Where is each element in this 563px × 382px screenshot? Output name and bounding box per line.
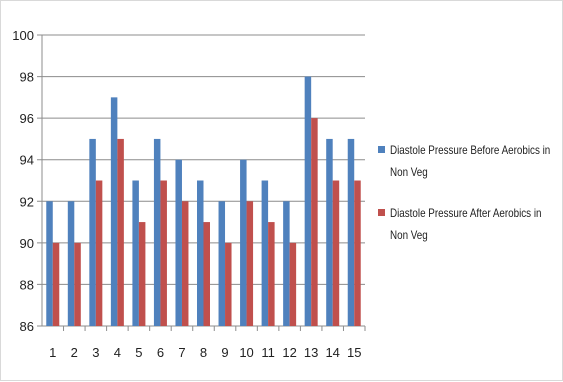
bar-before-4	[110, 97, 118, 326]
legend: Diastole Pressure Before Aerobics in Non…	[376, 139, 561, 265]
bar-after-15	[354, 180, 361, 326]
bar-after-6	[160, 180, 167, 326]
x-tick-label-2: 2	[71, 345, 78, 360]
x-tick-label-5: 5	[135, 345, 142, 360]
legend-swatch-before	[378, 146, 385, 153]
legend-label-after: Diastole Pressure After Aerobics in Non …	[390, 206, 542, 242]
x-tick-label-4: 4	[114, 345, 121, 360]
legend-item-after: Diastole Pressure After Aerobics in Non …	[376, 202, 561, 246]
x-tick-label-7: 7	[178, 345, 185, 360]
bars	[46, 76, 361, 327]
legend-label-before: Diastole Pressure Before Aerobics in Non…	[390, 143, 551, 179]
bar-after-3	[95, 180, 103, 326]
bar-before-9	[218, 201, 226, 326]
x-tick-label-15: 15	[347, 345, 361, 360]
bar-after-13	[311, 118, 318, 327]
x-tick-label-14: 14	[325, 345, 339, 360]
bar-after-9	[225, 242, 232, 326]
x-tick-label-3: 3	[92, 345, 99, 360]
x-tick-label-6: 6	[157, 345, 164, 360]
x-tick-label-1: 1	[49, 345, 56, 360]
bar-before-15	[347, 138, 355, 326]
y-tick-label-88: 88	[20, 277, 34, 292]
bar-before-3	[89, 138, 96, 326]
bar-before-10	[240, 159, 247, 326]
y-tick-label-94: 94	[20, 153, 34, 168]
bar-before-11	[261, 180, 269, 326]
bar-after-2	[74, 242, 81, 326]
x-tick-label-10: 10	[239, 345, 253, 360]
legend-swatch-after	[378, 209, 385, 216]
legend-item-before: Diastole Pressure Before Aerobics in Non…	[376, 139, 561, 183]
y-tick-label-98: 98	[20, 70, 34, 85]
bar-before-1	[46, 201, 53, 326]
x-tick-label-9: 9	[221, 345, 228, 360]
x-tick-label-12: 12	[282, 345, 296, 360]
bar-before-12	[283, 201, 290, 326]
bar-before-5	[132, 180, 139, 326]
y-tick-label-96: 96	[20, 111, 34, 126]
bar-before-7	[175, 159, 182, 326]
bar-after-10	[246, 201, 254, 326]
bar-after-4	[117, 138, 124, 326]
bar-after-12	[289, 242, 297, 326]
bar-before-8	[197, 180, 204, 326]
bar-after-11	[268, 222, 275, 326]
bar-after-5	[138, 222, 146, 326]
bar-after-1	[52, 242, 60, 326]
y-tick-label-90: 90	[20, 236, 34, 251]
x-tick-label-11: 11	[261, 345, 275, 360]
bar-before-6	[153, 138, 161, 326]
bar-before-13	[304, 76, 312, 326]
bar-before-2	[67, 201, 75, 326]
x-tick-label-13: 13	[304, 345, 318, 360]
y-tick-label-86: 86	[20, 319, 34, 334]
y-tick-label-100: 100	[12, 28, 34, 43]
x-tick-label-8: 8	[200, 345, 207, 360]
bar-after-7	[181, 201, 189, 326]
y-tick-label-92: 92	[20, 194, 34, 209]
bar-before-14	[326, 138, 333, 326]
bar-after-14	[332, 180, 340, 326]
bar-after-8	[203, 222, 210, 326]
